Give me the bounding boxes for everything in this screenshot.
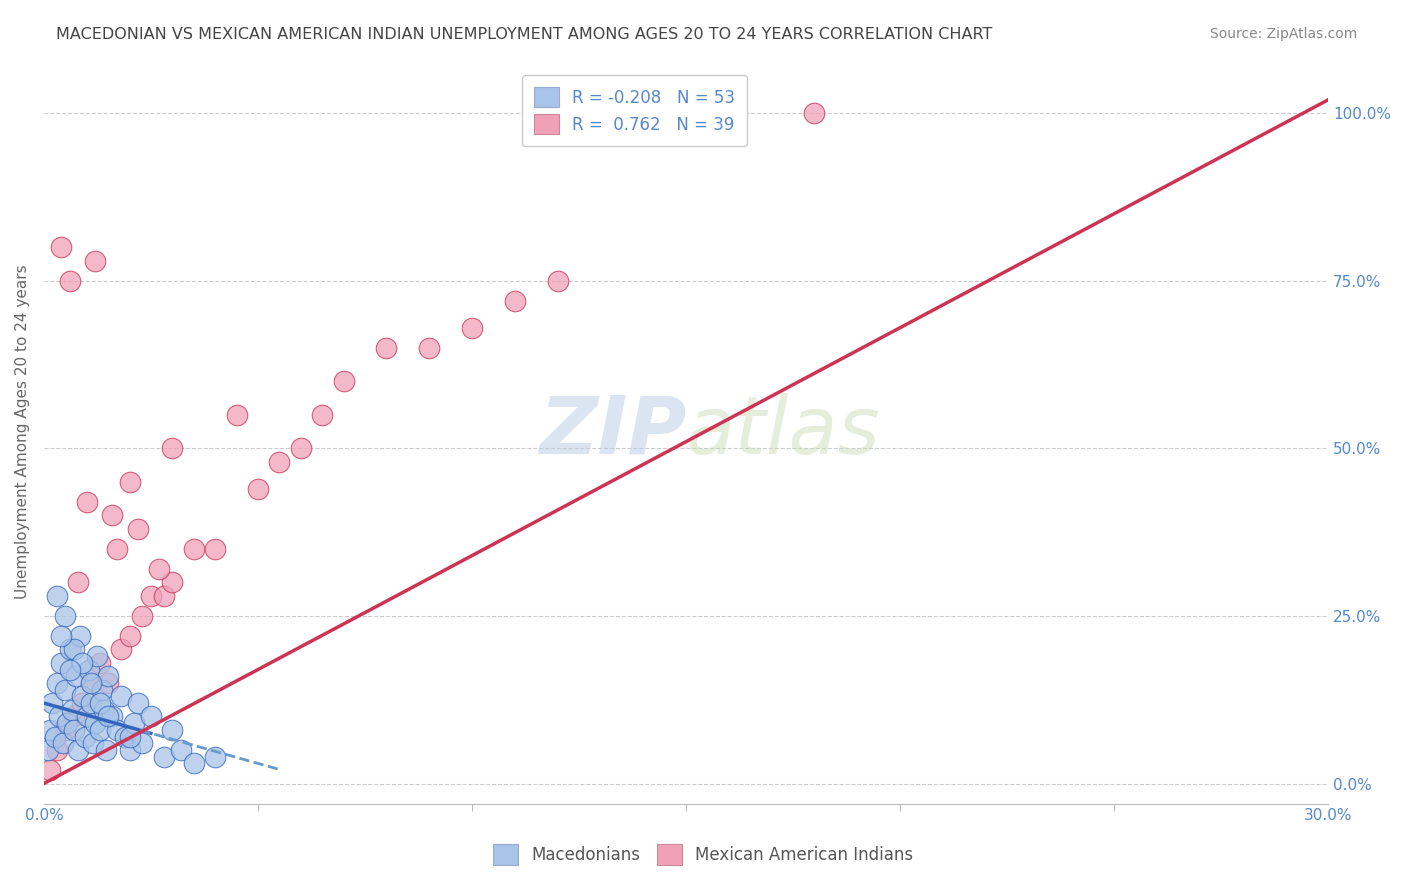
Point	[170, 743, 193, 757]
Point	[139, 589, 162, 603]
Point	[162, 575, 184, 590]
Point	[84, 716, 107, 731]
Point	[80, 696, 103, 710]
Point	[53, 682, 76, 697]
Point	[375, 341, 398, 355]
Point	[246, 482, 269, 496]
Point	[162, 442, 184, 456]
Legend: Macedonians, Mexican American Indians: Macedonians, Mexican American Indians	[482, 834, 924, 875]
Point	[67, 743, 90, 757]
Point	[101, 508, 124, 523]
Point	[80, 676, 103, 690]
Point	[89, 723, 111, 737]
Point	[122, 716, 145, 731]
Point	[58, 642, 80, 657]
Point	[204, 749, 226, 764]
Point	[58, 274, 80, 288]
Point	[45, 589, 67, 603]
Point	[76, 495, 98, 509]
Point	[162, 723, 184, 737]
Point	[131, 609, 153, 624]
Point	[97, 669, 120, 683]
Point	[332, 375, 354, 389]
Point	[72, 696, 94, 710]
Point	[101, 709, 124, 723]
Point	[127, 522, 149, 536]
Point	[41, 696, 63, 710]
Point	[73, 730, 96, 744]
Point	[84, 253, 107, 268]
Point	[183, 541, 205, 556]
Point	[53, 609, 76, 624]
Point	[69, 629, 91, 643]
Y-axis label: Unemployment Among Ages 20 to 24 years: Unemployment Among Ages 20 to 24 years	[15, 264, 30, 599]
Text: MACEDONIAN VS MEXICAN AMERICAN INDIAN UNEMPLOYMENT AMONG AGES 20 TO 24 YEARS COR: MACEDONIAN VS MEXICAN AMERICAN INDIAN UN…	[56, 27, 993, 42]
Point	[52, 736, 75, 750]
Point	[118, 730, 141, 744]
Point	[39, 763, 62, 777]
Point	[131, 736, 153, 750]
Point	[53, 723, 76, 737]
Point	[89, 656, 111, 670]
Point	[105, 541, 128, 556]
Point	[86, 649, 108, 664]
Point	[94, 743, 117, 757]
Point	[110, 690, 132, 704]
Point	[225, 408, 247, 422]
Point	[72, 690, 94, 704]
Point	[93, 703, 115, 717]
Point	[148, 562, 170, 576]
Point	[56, 716, 79, 731]
Point	[139, 709, 162, 723]
Point	[44, 730, 66, 744]
Point	[204, 541, 226, 556]
Point	[418, 341, 440, 355]
Point	[39, 723, 62, 737]
Point	[45, 743, 67, 757]
Point	[45, 676, 67, 690]
Point	[80, 676, 103, 690]
Point	[97, 676, 120, 690]
Point	[89, 696, 111, 710]
Point	[58, 663, 80, 677]
Point	[183, 756, 205, 771]
Point	[90, 682, 112, 697]
Text: ZIP: ZIP	[538, 392, 686, 471]
Point	[77, 663, 100, 677]
Text: atlas: atlas	[686, 392, 880, 471]
Point	[114, 730, 136, 744]
Point	[118, 629, 141, 643]
Point	[110, 642, 132, 657]
Point	[97, 709, 120, 723]
Point	[37, 743, 59, 757]
Point	[60, 703, 83, 717]
Point	[118, 743, 141, 757]
Point	[152, 589, 174, 603]
Point	[269, 455, 291, 469]
Point	[48, 709, 70, 723]
Point	[63, 709, 86, 723]
Point	[127, 696, 149, 710]
Point	[63, 723, 86, 737]
Point	[67, 575, 90, 590]
Point	[118, 475, 141, 489]
Point	[49, 240, 72, 254]
Point	[152, 749, 174, 764]
Point	[311, 408, 333, 422]
Point	[76, 709, 98, 723]
Text: Source: ZipAtlas.com: Source: ZipAtlas.com	[1209, 27, 1357, 41]
Point	[82, 736, 104, 750]
Point	[461, 320, 484, 334]
Point	[49, 629, 72, 643]
Point	[503, 293, 526, 308]
Point	[49, 656, 72, 670]
Point	[105, 723, 128, 737]
Point	[65, 669, 87, 683]
Point	[72, 656, 94, 670]
Point	[290, 442, 312, 456]
Point	[63, 642, 86, 657]
Point	[547, 274, 569, 288]
Legend: R = -0.208   N = 53, R =  0.762   N = 39: R = -0.208 N = 53, R = 0.762 N = 39	[522, 75, 747, 146]
Point	[803, 106, 825, 120]
